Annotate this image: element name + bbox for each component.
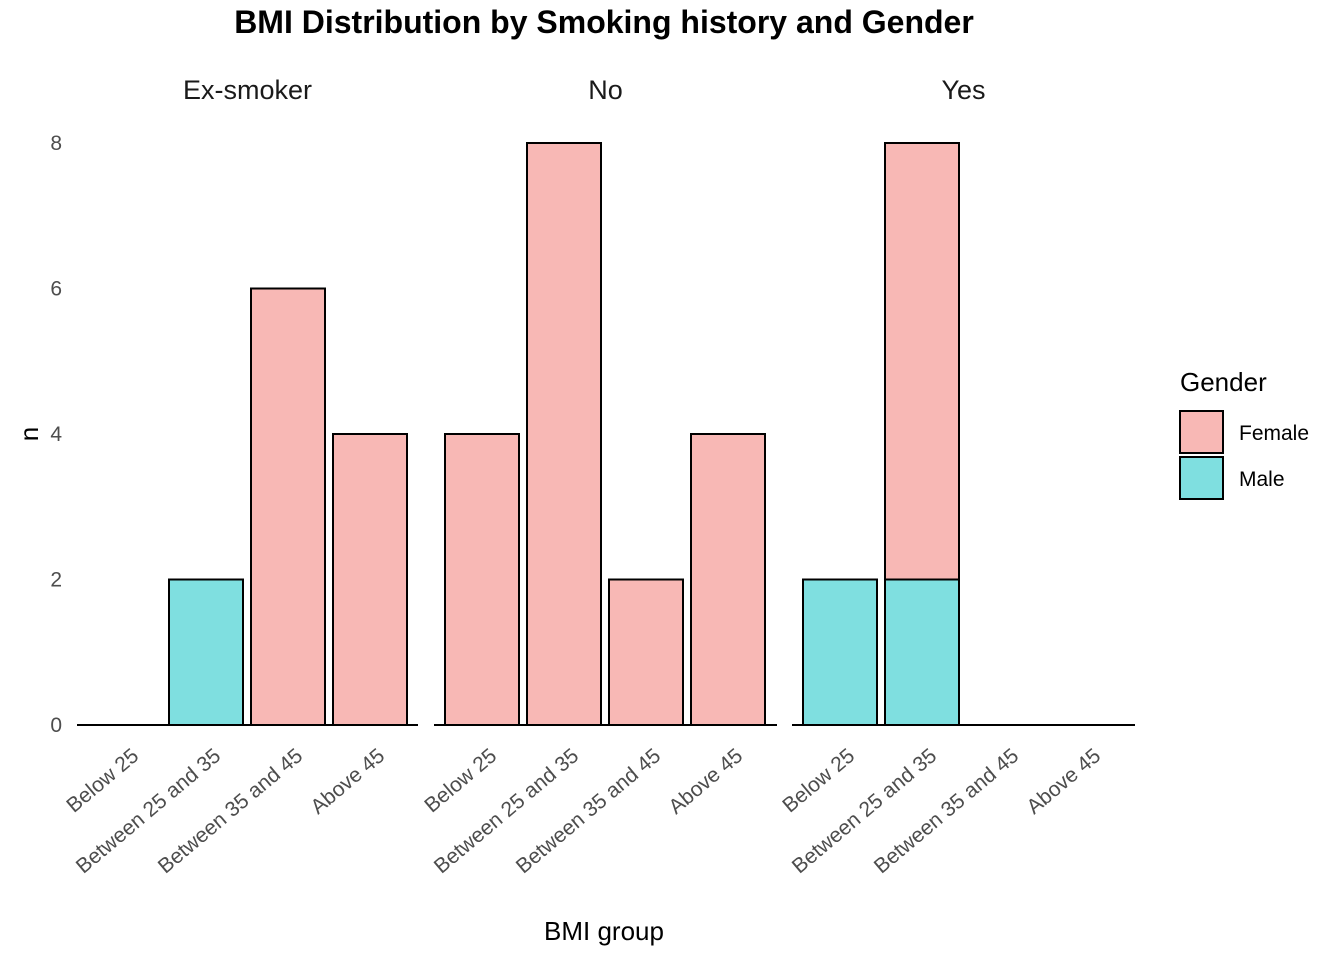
chart-title: BMI Distribution by Smoking history and …: [234, 4, 974, 40]
bar: [332, 433, 408, 726]
x-tick-label: Above 45: [306, 744, 389, 819]
x-tick-label: Between 25 and 35: [72, 744, 225, 878]
y-axis-title: n: [14, 427, 44, 441]
y-tick-label: 8: [50, 132, 62, 155]
bar: [608, 578, 684, 726]
x-tick-label: Between 35 and 45: [870, 744, 1023, 878]
bar: [250, 287, 326, 726]
x-tick-label: Below 25: [62, 744, 143, 817]
x-tick-label: Below 25: [778, 744, 859, 817]
x-tick-label: Above 45: [664, 744, 747, 819]
bar: [690, 433, 766, 726]
legend-label: Female: [1239, 422, 1309, 445]
y-axis: 0 2 4 6 8: [50, 132, 62, 737]
y-tick-label: 6: [50, 278, 62, 301]
bar: [526, 142, 602, 726]
bar: [444, 433, 520, 726]
legend-label: Male: [1239, 468, 1285, 491]
y-tick-label: 4: [50, 423, 62, 446]
x-axis-title: BMI group: [544, 916, 664, 946]
bar: [884, 578, 960, 726]
x-tick-label: Above 45: [1022, 744, 1105, 819]
x-tick-label: Between 25 and 35: [788, 744, 941, 878]
bar: [802, 578, 878, 726]
legend: Gender Female Male: [1179, 367, 1309, 500]
facet-label: No: [588, 75, 623, 105]
facet-label: Yes: [941, 75, 985, 105]
x-tick-label: Between 35 and 45: [154, 744, 307, 878]
facet-label: Ex-smoker: [183, 75, 312, 105]
bar: [884, 142, 960, 581]
y-tick-label: 2: [50, 569, 62, 592]
legend-key: [1179, 410, 1224, 454]
x-tick-label: Between 35 and 45: [512, 744, 665, 878]
bar: [168, 578, 244, 726]
legend-key: [1179, 456, 1224, 500]
y-tick-label: 0: [50, 714, 62, 737]
x-tick-label: Below 25: [420, 744, 501, 817]
legend-title: Gender: [1180, 367, 1267, 397]
x-tick-label: Between 25 and 35: [430, 744, 583, 878]
